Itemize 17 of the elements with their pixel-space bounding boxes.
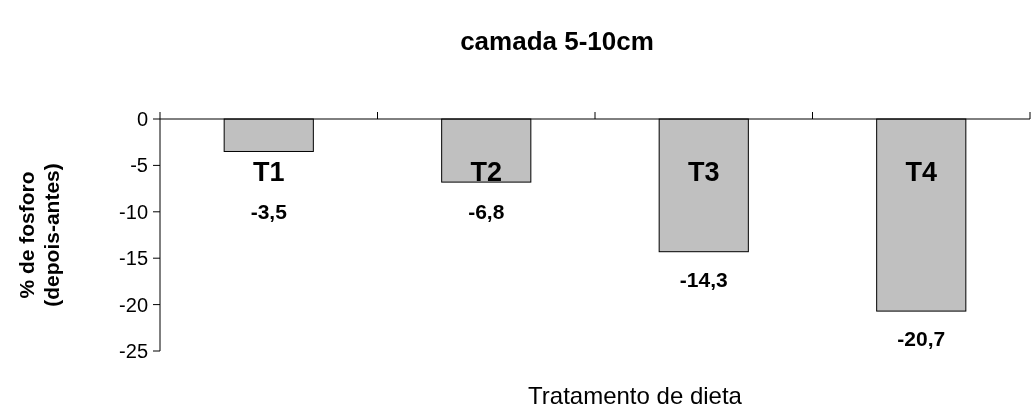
x-axis-title: Tratamento de dieta bbox=[528, 382, 743, 409]
y-tick-label: -25 bbox=[119, 340, 148, 362]
y-tick-label: -10 bbox=[119, 200, 148, 223]
data-label: -3,5 bbox=[250, 200, 288, 223]
x-tick-label: T4 bbox=[905, 157, 938, 187]
chart-title: camada 5-10cm bbox=[460, 26, 654, 56]
x-tick-label: T3 bbox=[687, 157, 720, 187]
y-axis-title: % de fosforo (depois-antes) bbox=[15, 163, 63, 307]
y-tick-label: -20 bbox=[119, 293, 148, 316]
x-tick-label: T1 bbox=[252, 157, 285, 187]
y-tick-label: -15 bbox=[119, 247, 148, 270]
y-tick-label: 0 bbox=[136, 108, 148, 130]
data-label: -6,8 bbox=[468, 200, 505, 223]
y-tick-label: -5 bbox=[130, 154, 148, 177]
data-label: -14,3 bbox=[679, 267, 728, 291]
x-tick-label: T2 bbox=[470, 157, 503, 187]
data-label: -20,7 bbox=[897, 327, 946, 351]
